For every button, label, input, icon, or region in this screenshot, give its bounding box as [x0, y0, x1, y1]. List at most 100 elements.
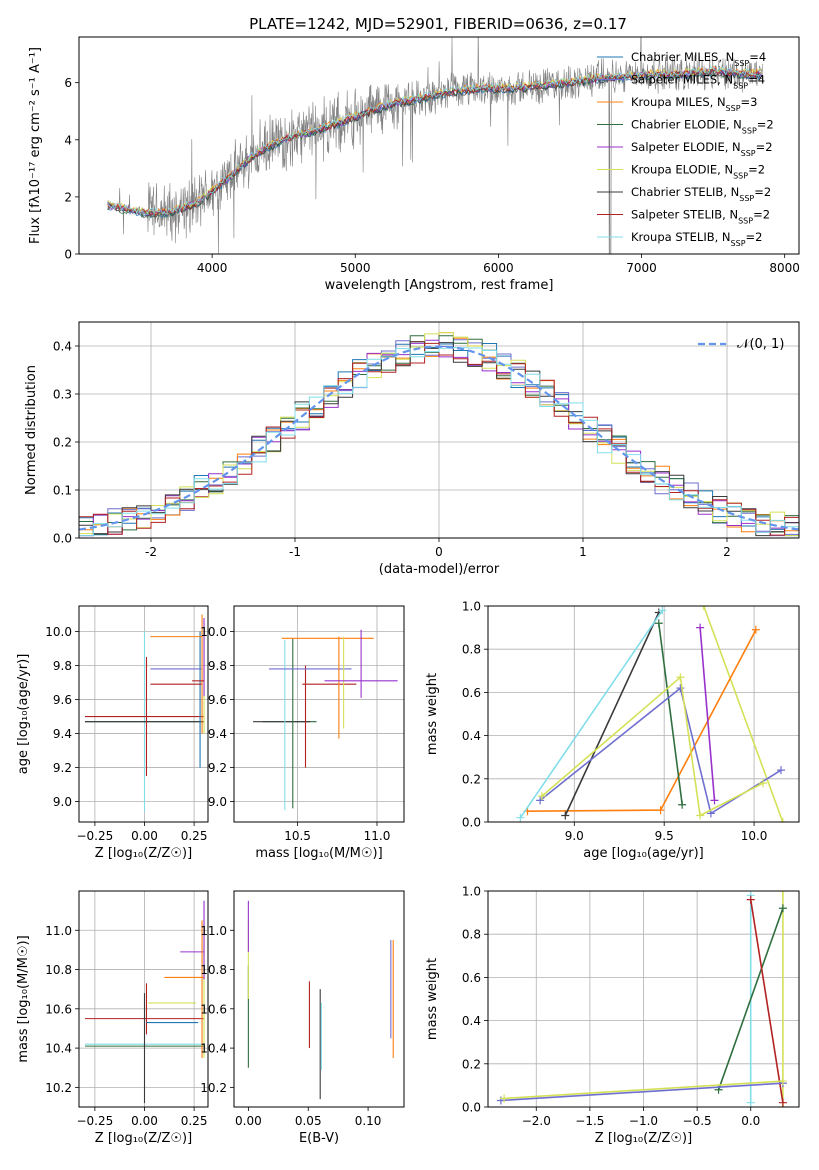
x-tick-label: −1.0 — [629, 1114, 658, 1128]
x-axis-label: Z [log₁₀(Z/Z☉)] — [95, 846, 192, 861]
plot-area-mass-weight-vs-Z — [496, 891, 787, 1107]
y-tick-label: 0.6 — [462, 686, 481, 700]
x-tick-label: 0.00 — [235, 1114, 262, 1128]
y-tick-label: 10.0 — [200, 625, 227, 639]
y-axis-label: age [log₁₀(age/yr)] — [16, 654, 31, 775]
mass-weight-marker — [654, 619, 663, 628]
legend-entry: Chabrier ELODIE, NSSP=2 — [631, 118, 774, 136]
mass-weight-line — [658, 623, 683, 805]
mass-weight-line — [519, 609, 664, 819]
x-tick-label: 0.00 — [131, 1114, 158, 1128]
legend-entry: Salpeter MILES, NSSP=4 — [631, 73, 765, 91]
model-spectrum — [107, 65, 763, 216]
y-tick-label: 10.8 — [45, 963, 72, 977]
x-tick-label: 7000 — [626, 261, 657, 275]
panel-age-vs-Z: −0.25 0.00 0.25 9.0 9.2 9.4 9.6 9.8 10.0 Z [log₁₀… — [16, 605, 209, 861]
normal-curve — [79, 345, 799, 531]
x-tick-label: −0.25 — [76, 1114, 113, 1128]
y-tick-label: 0.6 — [462, 971, 481, 985]
y-tick-label: 9.2 — [208, 761, 227, 775]
x-tick-label: 1 — [579, 545, 587, 559]
mass-weight-marker — [746, 895, 755, 904]
y-tick-label: 0.0 — [53, 532, 72, 546]
plot-frame — [78, 605, 209, 823]
mass-weight-marker — [500, 1094, 509, 1103]
mass-weight-marker — [778, 1077, 787, 1086]
mass-weight-line — [749, 899, 784, 1103]
y-tick-label: 10.0 — [45, 625, 72, 639]
x-tick-label: −0.25 — [76, 829, 113, 843]
observed-spectrum — [107, 37, 764, 254]
x-tick-label: 5000 — [340, 261, 371, 275]
x-tick-label: -2 — [145, 545, 157, 559]
y-tick-label: 10.4 — [200, 1042, 227, 1056]
mass-weight-marker — [710, 796, 719, 805]
mass-weight-line — [504, 1080, 783, 1100]
x-tick-label: 0.05 — [295, 1114, 322, 1128]
y-tick-label: 10.6 — [45, 1002, 72, 1016]
x-axis-label: wavelength [Angstrom, rest frame] — [325, 278, 554, 293]
x-axis-label: age [log₁₀(age/yr)] — [583, 846, 704, 861]
y-tick-label: 9.2 — [53, 761, 72, 775]
y-tick-label: 0.4 — [53, 340, 72, 354]
x-tick-label: -1 — [289, 545, 301, 559]
y-tick-label: 10.2 — [45, 1081, 72, 1095]
mass-weight-line — [539, 686, 782, 815]
mass-weight-marker — [678, 800, 687, 809]
legend-entry: Salpeter ELODIE, NSSP=2 — [631, 140, 773, 158]
mass-weight-line — [541, 675, 764, 817]
x-tick-label: −0.5 — [683, 1114, 712, 1128]
x-tick-label: 0.25 — [181, 1114, 208, 1128]
y-tick-label: 4 — [64, 133, 72, 147]
plot-area-age-vs-mass — [253, 629, 398, 811]
y-tick-label: 10.4 — [45, 1042, 72, 1056]
legend-entry: Kroupa ELODIE, NSSP=2 — [631, 163, 765, 181]
x-tick-label: 2 — [723, 545, 731, 559]
y-tick-label: 0.2 — [462, 772, 481, 786]
y-tick-label: 0.4 — [462, 729, 481, 743]
x-tick-label: 0.25 — [181, 829, 208, 843]
mass-weight-marker — [656, 806, 665, 815]
y-axis-label: mass [log₁₀(M/M☉)] — [16, 935, 31, 1062]
y-tick-label: 6 — [64, 76, 72, 90]
x-tick-label: 9.0 — [565, 829, 584, 843]
x-tick-label: 8000 — [769, 261, 800, 275]
figure-title: PLATE=1242, MJD=52901, FIBERID=0636, z=0… — [249, 15, 627, 33]
mass-weight-marker — [696, 623, 705, 632]
mass-weight-marker — [759, 779, 768, 788]
y-tick-label: 10.2 — [200, 1081, 227, 1095]
y-tick-label: 9.4 — [208, 727, 227, 741]
y-axis-label: Flux [fλ10⁻¹⁷ erg cm⁻² s⁻¹ A⁻¹] — [28, 47, 43, 244]
mass-weight-marker — [778, 818, 787, 822]
x-tick-label: 0.10 — [355, 1114, 382, 1128]
mass-weight-line — [699, 627, 716, 801]
y-tick-label: 9.4 — [53, 727, 72, 741]
mass-weight-marker — [561, 811, 570, 820]
x-axis-label: (data-model)/error — [379, 562, 500, 577]
mass-weight-marker — [746, 1098, 755, 1107]
mass-weight-marker — [778, 904, 787, 913]
mass-weight-marker — [778, 1098, 787, 1107]
y-tick-label: 2 — [64, 190, 72, 204]
x-axis-label: Z [log₁₀(Z/Z☉)] — [595, 1131, 692, 1146]
x-tick-label: 10.0 — [741, 829, 768, 843]
plot-area-spectrum — [107, 37, 764, 254]
mass-weight-marker — [696, 811, 705, 820]
legend-entry: Chabrier MILES, NSSP=4 — [631, 50, 766, 68]
plot-area-mass-vs-EBV — [247, 900, 394, 1100]
plot-frame — [233, 890, 405, 1108]
x-tick-label: 0.0 — [741, 1114, 760, 1128]
plot-area-mass-weight-vs-age — [516, 606, 787, 822]
mass-weight-marker — [778, 891, 787, 895]
y-tick-label: 0.2 — [53, 436, 72, 450]
plot-frame — [487, 605, 800, 823]
y-tick-label: 9.0 — [208, 795, 227, 809]
y-tick-label: 1.0 — [462, 885, 481, 899]
y-tick-label: 9.6 — [208, 693, 227, 707]
y-tick-label: 9.8 — [53, 659, 72, 673]
plot-frame — [487, 890, 800, 1108]
y-tick-label: 0.1 — [53, 484, 72, 498]
x-tick-label: −1.5 — [575, 1114, 604, 1128]
x-tick-label: 10.5 — [284, 829, 311, 843]
